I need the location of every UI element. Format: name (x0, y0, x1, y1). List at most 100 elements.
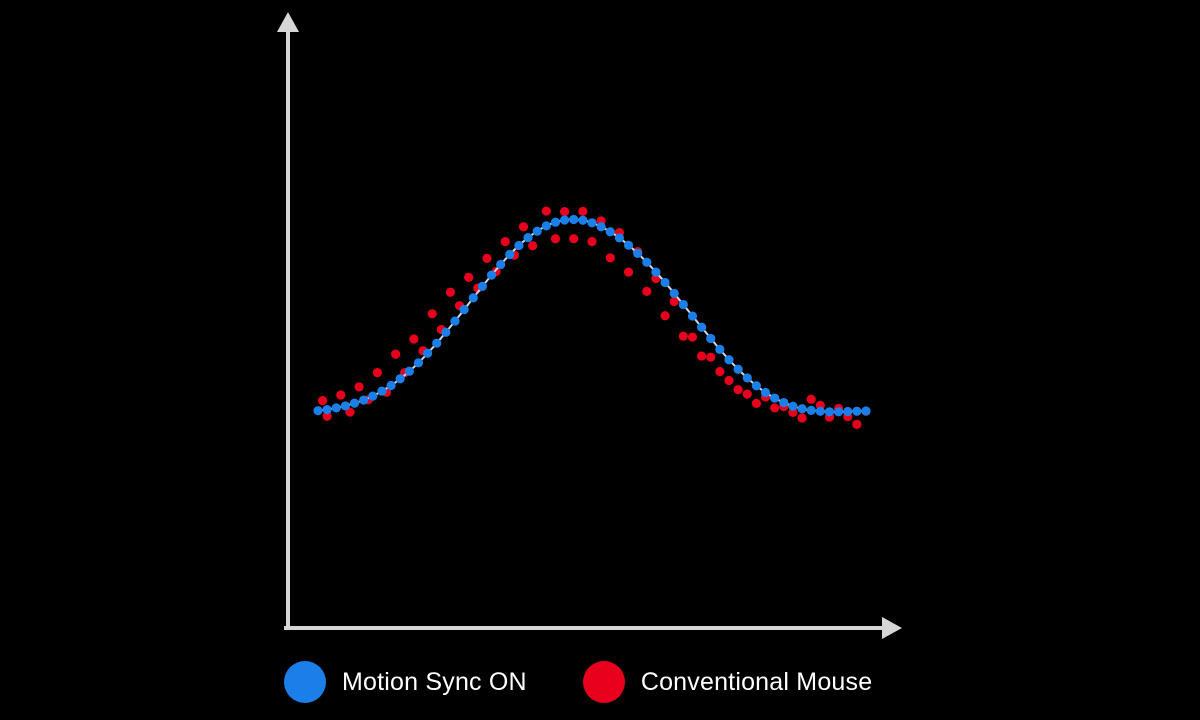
data-point-conventional-mouse (541, 206, 551, 216)
data-point-motion-sync-on (569, 214, 579, 225)
data-point-motion-sync-on (733, 364, 743, 374)
data-point-motion-sync-on (578, 215, 588, 225)
data-point-motion-sync-on (861, 406, 871, 416)
data-point-conventional-mouse (751, 398, 762, 408)
data-point-conventional-mouse (372, 368, 382, 378)
data-point-motion-sync-on (697, 322, 707, 332)
data-point-motion-sync-on (770, 393, 780, 403)
data-point-motion-sync-on (706, 333, 716, 344)
data-point-conventional-mouse (715, 366, 725, 377)
data-point-motion-sync-on (505, 249, 515, 260)
data-point-motion-sync-on (614, 233, 625, 243)
data-point-motion-sync-on (313, 406, 323, 416)
data-point-motion-sync-on (486, 270, 497, 280)
data-point-motion-sync-on (523, 233, 533, 243)
data-point-motion-sync-on (815, 406, 825, 416)
data-point-conventional-mouse (770, 403, 780, 413)
data-point-motion-sync-on (779, 397, 789, 408)
data-point-conventional-mouse (742, 389, 752, 399)
data-point-conventional-mouse (427, 309, 437, 319)
legend-label-motion-sync: Motion Sync ON (342, 667, 527, 696)
data-point-motion-sync-on (404, 366, 414, 376)
y-axis-arrow-icon (277, 12, 299, 32)
data-point-conventional-mouse (391, 349, 401, 359)
data-point-motion-sync-on (587, 218, 597, 228)
data-point-motion-sync-on (359, 395, 369, 405)
data-point-motion-sync-on (824, 407, 835, 417)
data-point-conventional-mouse (560, 207, 570, 217)
data-point-motion-sync-on (660, 277, 670, 288)
data-point-motion-sync-on (349, 398, 360, 408)
data-point-motion-sync-on (605, 227, 615, 237)
legend: Motion Sync ON Conventional Mouse (284, 660, 928, 704)
data-point-conventional-mouse (445, 287, 456, 297)
legend-swatch-motion-sync (284, 661, 326, 703)
data-point-motion-sync-on (322, 404, 332, 415)
data-point-motion-sync-on (806, 405, 816, 415)
data-point-conventional-mouse (706, 352, 716, 362)
data-point-motion-sync-on (386, 380, 396, 391)
data-point-motion-sync-on (331, 403, 341, 413)
data-point-conventional-mouse (587, 236, 597, 247)
data-point-motion-sync-on (450, 316, 460, 326)
data-point-motion-sync-on (377, 386, 387, 396)
data-point-motion-sync-on (715, 344, 725, 354)
data-point-motion-sync-on (496, 259, 506, 270)
data-point-motion-sync-on (423, 348, 433, 358)
data-point-motion-sync-on (797, 404, 807, 414)
data-point-motion-sync-on (459, 305, 469, 315)
data-point-motion-sync-on (724, 355, 734, 365)
data-point-conventional-mouse (322, 411, 332, 421)
legend-item-conventional-mouse: Conventional Mouse (582, 661, 873, 703)
legend-swatch-conventional-mouse (582, 661, 625, 703)
data-point-conventional-mouse (569, 234, 579, 244)
data-point-conventional-mouse (642, 286, 652, 296)
data-point-motion-sync-on (368, 391, 378, 401)
data-point-motion-sync-on (843, 406, 853, 417)
data-point-conventional-mouse (336, 390, 346, 400)
data-point-motion-sync-on (441, 327, 451, 337)
data-point-conventional-mouse (678, 331, 688, 341)
data-point-motion-sync-on (678, 299, 688, 310)
data-point-conventional-mouse (550, 234, 561, 244)
data-point-conventional-mouse (623, 267, 634, 277)
data-point-conventional-mouse (669, 296, 679, 307)
data-point-conventional-mouse (852, 419, 862, 429)
data-point-conventional-mouse (697, 351, 707, 361)
data-point-motion-sync-on (751, 381, 762, 391)
data-point-motion-sync-on (560, 215, 570, 225)
data-point-motion-sync-on (340, 401, 350, 411)
data-point-conventional-mouse (651, 273, 661, 284)
data-point-motion-sync-on (514, 240, 524, 251)
data-point-motion-sync-on (852, 406, 862, 416)
data-point-motion-sync-on (623, 240, 634, 250)
data-point-motion-sync-on (413, 358, 424, 368)
data-point-motion-sync-on (477, 281, 487, 291)
data-point-conventional-mouse (464, 272, 474, 282)
data-point-conventional-mouse (482, 253, 492, 263)
data-point-conventional-mouse (518, 222, 529, 232)
data-point-motion-sync-on (742, 373, 752, 383)
data-point-motion-sync-on (468, 293, 478, 303)
data-point-motion-sync-on (550, 217, 561, 227)
data-point-conventional-mouse (500, 236, 510, 247)
data-point-motion-sync-on (432, 338, 442, 348)
data-point-conventional-mouse (605, 253, 615, 263)
data-point-motion-sync-on (596, 222, 606, 232)
data-point-motion-sync-on (395, 374, 405, 384)
data-point-motion-sync-on (642, 257, 652, 267)
data-point-motion-sync-on (669, 288, 679, 298)
data-point-conventional-mouse (660, 311, 670, 321)
data-point-motion-sync-on (633, 248, 643, 258)
data-point-conventional-mouse (409, 334, 419, 344)
data-point-conventional-mouse (806, 394, 816, 404)
data-point-motion-sync-on (834, 407, 844, 417)
legend-label-conventional-mouse: Conventional Mouse (640, 667, 873, 696)
data-point-conventional-mouse (317, 396, 328, 406)
data-point-conventional-mouse (687, 332, 698, 342)
data-point-motion-sync-on (541, 221, 551, 231)
data-point-motion-sync-on (651, 267, 661, 277)
data-point-conventional-mouse (724, 375, 734, 386)
legend-item-motion-sync: Motion Sync ON (284, 661, 527, 703)
